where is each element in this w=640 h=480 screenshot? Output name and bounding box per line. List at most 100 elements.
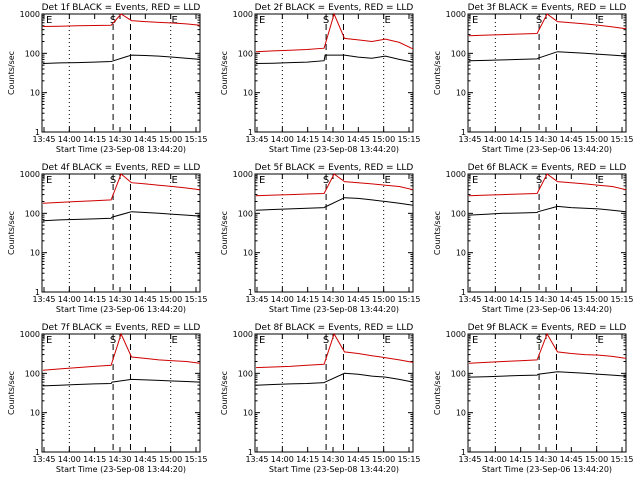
x-tick-label: 14:30 xyxy=(108,455,131,464)
x-tick-label: 14:45 xyxy=(134,455,157,464)
y-tick-label: 100 xyxy=(451,369,466,378)
y-tick-label: 100 xyxy=(451,49,466,58)
chart-panel-2: Det 2f BLACK = Events, RED = LLD 1 10 100 10… xyxy=(220,3,421,154)
event-marker-S: S xyxy=(536,335,542,346)
x-tick-label: 13:45 xyxy=(32,135,55,144)
y-tick-label: 1 xyxy=(35,128,40,137)
event-marker-E: E xyxy=(259,175,265,186)
chart-panel-4: Det 4f BLACK = Events, RED = LLD 1 10 100 10… xyxy=(7,163,208,314)
series-line-lld xyxy=(468,13,627,37)
x-tick-label: 14:15 xyxy=(83,135,106,144)
series-line-lld xyxy=(42,13,201,27)
series-line-events xyxy=(255,197,414,211)
series-line-lld xyxy=(468,173,627,197)
event-marker-E: E xyxy=(46,175,52,186)
x-tick-label: 14:15 xyxy=(509,295,532,304)
chart-title: Det 6f BLACK = Events, RED = LLD xyxy=(468,163,627,173)
y-tick-label: 100 xyxy=(25,49,40,58)
event-marker-S: S xyxy=(110,175,116,186)
y-axis-label: Counts/sec xyxy=(7,371,16,415)
x-tick-label: 15:15 xyxy=(397,135,420,144)
series-line-events xyxy=(468,205,627,216)
x-tick-label: 14:15 xyxy=(509,135,532,144)
x-tick-label: 15:15 xyxy=(184,295,207,304)
series-line-events xyxy=(42,54,201,64)
x-tick-label: 14:15 xyxy=(83,295,106,304)
x-tick-label: 13:45 xyxy=(32,295,55,304)
series-line-events xyxy=(468,371,627,378)
x-tick-label: 13:45 xyxy=(245,135,268,144)
event-marker-S: S xyxy=(110,15,116,26)
y-tick-label: 10 xyxy=(243,89,253,98)
series-line-events xyxy=(255,372,414,386)
y-tick-label: 1000 xyxy=(20,330,40,339)
y-tick-label: 10 xyxy=(456,89,466,98)
x-tick-label: 13:45 xyxy=(458,455,481,464)
x-tick-label: 14:45 xyxy=(560,295,583,304)
chart-panel-1: Det 1f BLACK = Events, RED = LLD 1 10 100 10… xyxy=(7,3,208,154)
y-tick-label: 1000 xyxy=(446,170,466,179)
chart-panel-5: Det 5f BLACK = Events, RED = LLD 1 10 100 10… xyxy=(220,163,421,314)
x-tick-label: 15:00 xyxy=(585,295,608,304)
chart-title: Det 7f BLACK = Events, RED = LLD xyxy=(42,323,201,333)
x-axis-label: Start Time (23-Sep-08 13:44:20) xyxy=(269,305,399,314)
x-tick-label: 14:45 xyxy=(134,295,157,304)
event-marker-E: E xyxy=(598,15,604,26)
y-axis-label: Counts/sec xyxy=(220,51,229,95)
y-tick-label: 10 xyxy=(30,89,40,98)
y-tick-label: 10 xyxy=(456,409,466,418)
x-tick-label: 14:15 xyxy=(509,455,532,464)
y-axis-label: Counts/sec xyxy=(7,211,16,255)
x-tick-label: 14:30 xyxy=(108,135,131,144)
y-tick-label: 10 xyxy=(243,249,253,258)
x-tick-label: 15:00 xyxy=(585,135,608,144)
series-line-events xyxy=(468,51,627,62)
x-tick-label: 14:30 xyxy=(534,455,557,464)
x-axis-label: Start Time (23-Sep-08 13:44:20) xyxy=(269,465,399,474)
y-tick-label: 1000 xyxy=(446,330,466,339)
plot-frame xyxy=(254,13,414,133)
y-axis-label: Counts/sec xyxy=(433,211,442,255)
x-tick-label: 15:15 xyxy=(184,455,207,464)
y-tick-label: 1 xyxy=(35,288,40,297)
x-tick-label: 14:45 xyxy=(347,295,370,304)
chart-panel-8: Det 8f BLACK = Events, RED = LLD 1 10 100 10… xyxy=(220,323,421,474)
chart-panel-6: Det 6f BLACK = Events, RED = LLD 1 10 100 10… xyxy=(433,163,634,314)
x-tick-label: 14:30 xyxy=(534,295,557,304)
event-marker-S: S xyxy=(323,15,329,26)
event-marker-S: S xyxy=(536,175,542,186)
x-axis-label: Start Time (23-Sep-06 13:44:20) xyxy=(56,305,186,314)
y-tick-label: 100 xyxy=(25,209,40,218)
x-axis-label: Start Time (23-Sep-06 13:44:20) xyxy=(482,305,612,314)
x-tick-label: 14:45 xyxy=(560,135,583,144)
plot-frame xyxy=(467,13,627,133)
plot-frame xyxy=(41,13,201,133)
y-tick-label: 100 xyxy=(451,209,466,218)
x-axis-label: Start Time (23-Sep-08 13:44:20) xyxy=(269,145,399,154)
x-tick-label: 15:15 xyxy=(397,455,420,464)
y-tick-label: 1 xyxy=(461,448,466,457)
x-tick-label: 14:30 xyxy=(321,135,344,144)
event-marker-S: S xyxy=(323,335,329,346)
chart-title: Det 8f BLACK = Events, RED = LLD xyxy=(255,323,414,333)
series-line-events xyxy=(42,211,201,222)
chart-panel-3: Det 3f BLACK = Events, RED = LLD 1 10 100 10… xyxy=(433,3,634,154)
x-axis-label: Start Time (23-Sep-06 13:44:20) xyxy=(482,465,612,474)
y-tick-label: 1 xyxy=(461,288,466,297)
x-tick-label: 14:00 xyxy=(271,295,294,304)
y-axis-label: Counts/sec xyxy=(433,51,442,95)
plot-frame xyxy=(467,333,627,453)
event-marker-E: E xyxy=(259,15,265,26)
event-marker-E: E xyxy=(598,335,604,346)
event-marker-E: E xyxy=(172,15,178,26)
x-axis-label: Start Time (23-Sep-06 13:44:20) xyxy=(482,145,612,154)
y-tick-label: 1 xyxy=(35,448,40,457)
x-tick-label: 15:00 xyxy=(372,135,395,144)
x-tick-label: 13:45 xyxy=(32,455,55,464)
x-tick-label: 14:45 xyxy=(134,135,157,144)
y-axis-label: Counts/sec xyxy=(220,211,229,255)
event-marker-E: E xyxy=(472,175,478,186)
x-tick-label: 15:00 xyxy=(159,295,182,304)
series-line-events xyxy=(255,54,414,64)
